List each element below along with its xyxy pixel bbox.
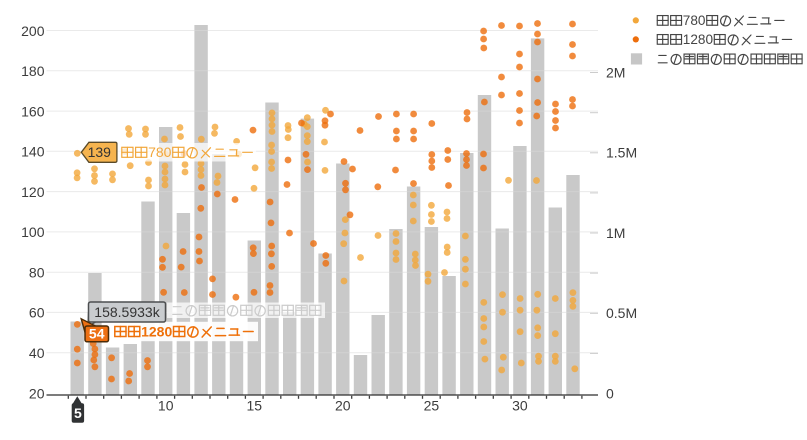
svg-text:2M: 2M [606,64,625,80]
svg-text:120: 120 [21,184,45,200]
svg-text:160: 160 [21,103,45,119]
svg-text:1280: 1280 [683,32,714,47]
svg-text:780: 780 [148,144,172,160]
svg-text:180: 180 [21,63,45,79]
svg-text:139: 139 [88,144,112,160]
svg-text:5: 5 [74,405,82,421]
svg-text:10: 10 [158,398,174,414]
svg-text:60: 60 [29,305,45,321]
svg-text:100: 100 [21,224,45,240]
svg-text:40: 40 [29,345,45,361]
svg-text:158.5933k: 158.5933k [94,304,160,320]
svg-text:780: 780 [683,13,706,28]
svg-text:30: 30 [512,398,528,414]
svg-text:25: 25 [424,398,440,414]
svg-text:1M: 1M [606,225,625,241]
svg-text:0.5M: 0.5M [606,305,637,321]
svg-text:1280: 1280 [141,323,172,339]
svg-text:20: 20 [335,398,351,414]
svg-text:15: 15 [247,398,263,414]
svg-text:80: 80 [29,265,45,281]
svg-text:140: 140 [21,144,45,160]
svg-text:54: 54 [89,326,105,342]
svg-text:0: 0 [606,385,614,401]
svg-text:1.5M: 1.5M [606,145,637,161]
svg-text:20: 20 [29,385,45,401]
svg-text:200: 200 [21,23,45,39]
